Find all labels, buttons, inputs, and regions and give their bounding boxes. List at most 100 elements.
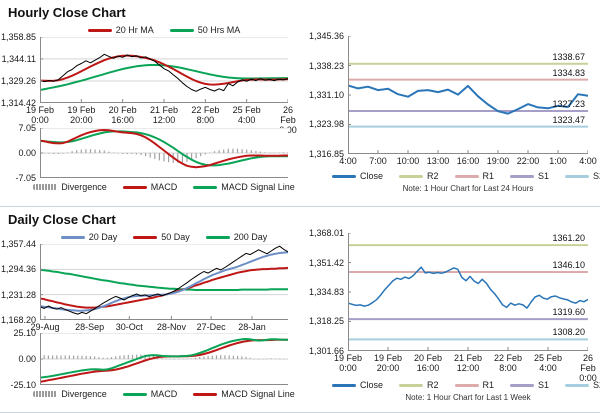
level-value-label-r2: 1361.20	[552, 233, 585, 244]
legend-item-macd-signal-line: MACD Signal Line	[193, 389, 295, 399]
line-swatch-icon	[398, 174, 423, 178]
y-tick-label: 1,334.83	[308, 287, 344, 297]
legend-label: Close	[359, 171, 383, 181]
legend-label: Close	[359, 380, 383, 390]
y-tick-label: -25.10	[10, 380, 36, 390]
hourly-sr-x-axis: 4:00 7:00 10:00 13:00 16:00 19:00 22:00 1:00 4:0…	[339, 154, 597, 167]
spacer	[300, 207, 600, 233]
line-swatch-icon	[133, 235, 158, 239]
line-swatch-icon	[193, 392, 218, 396]
legend-label: S2	[593, 171, 600, 181]
legend-item-r2: R2	[398, 380, 439, 390]
hourly-sr-panel: 1,345.36 1,338.23 1,331.10 1,323.98 1,316.85…	[300, 0, 600, 206]
daily-macd-chart	[39, 332, 289, 386]
line-swatch-icon	[122, 392, 147, 396]
legend-label: S1	[538, 171, 550, 181]
y-tick-label: 0.00	[18, 354, 36, 364]
legend-item-200-day: 200 Day	[205, 232, 268, 242]
y-tick-label: 1,314.42	[0, 98, 36, 108]
legend-item-s1: S1	[510, 380, 549, 390]
hourly-sr-chart-block: 1,345.36 1,338.23 1,331.10 1,323.98 1,316.85…	[300, 31, 600, 159]
legend-label: 50 Day	[161, 232, 190, 242]
daily-sr-chart: 1361.20 1346.10 1319.60 1308.20	[347, 232, 589, 352]
chart-canvas	[347, 35, 589, 155]
hourly-sr-legend: Close R2 R1 S1 S2	[331, 169, 600, 183]
line-swatch-icon	[454, 383, 479, 387]
hourly-macd-legend: Divergence MACD MACD Signal Line	[33, 180, 295, 194]
daily-sr-note: Note: 1 Hour Chart for Last 1 Week	[405, 393, 531, 402]
hourly-sr-y-axis: 1,345.36 1,338.23 1,331.10 1,323.98 1,316.85	[300, 31, 348, 159]
legend-item-50-day: 50 Day	[133, 232, 190, 242]
y-tick-label: 1,318.25	[308, 316, 344, 327]
legend-item-20-hr-ma: 20 Hr MA	[87, 25, 154, 35]
y-tick-label: 1,331.10	[308, 90, 344, 101]
daily-section: Daily Close Chart 20 Day 50 Day 200 Day 1,…	[0, 207, 600, 413]
legend-item-r1: R1	[454, 171, 495, 181]
x-tick-label: 19 Feb 0:00	[333, 353, 363, 373]
line-swatch-icon	[122, 185, 147, 189]
y-tick-label: 1,231.28	[0, 289, 36, 300]
y-tick-label: 1,329.26	[0, 75, 36, 86]
x-tick-label: 13:00	[426, 156, 450, 166]
line-swatch-icon	[510, 383, 535, 387]
daily-macd-y-axis: 25.10 0.00 -25.10	[0, 328, 40, 390]
legend-label: 20 Day	[88, 232, 118, 242]
x-tick-label: 21 Feb 12:00	[453, 353, 483, 373]
y-tick-label: 1,345.36	[308, 31, 344, 41]
chart-canvas	[39, 36, 289, 104]
daily-close-panel: Daily Close Chart 20 Day 50 Day 200 Day 1,…	[0, 207, 300, 412]
hourly-price-y-axis: 1,358.85 1,344.11 1,329.26 1,314.42	[0, 32, 40, 108]
daily-sr-chart-block: 1,368.01 1,351.42 1,334.83 1,318.25 1,301.66…	[300, 228, 600, 356]
line-swatch-icon	[205, 235, 230, 239]
x-tick-label: 4:00	[339, 156, 357, 166]
legend-label: 200 Day	[233, 232, 268, 242]
x-tick-label: 20 Feb 16:00	[108, 105, 137, 125]
y-tick-label: 1,357.44	[0, 239, 36, 249]
hourly-price-x-axis: 19 Feb 0:00 19 Feb 20:00 20 Feb 16:00 21 Fe…	[26, 103, 297, 135]
y-tick-label: 1,358.85	[0, 32, 36, 42]
y-tick-label: 0.00	[18, 148, 36, 158]
x-tick-label: 22:00	[516, 156, 540, 166]
x-tick-label: 19:00	[486, 156, 510, 166]
y-tick-label: 1,351.42	[308, 257, 344, 268]
x-tick-label: 19 Feb 20:00	[67, 105, 96, 125]
x-tick-label: 27-Dec	[196, 322, 226, 332]
legend-label: MACD Signal Line	[221, 389, 295, 399]
x-tick-label: 19 Feb 20:00	[373, 353, 403, 373]
x-tick-label: 4:00	[579, 156, 597, 166]
hourly-macd-chart	[39, 127, 289, 179]
legend-label: 50 Hrs MA	[197, 25, 241, 35]
level-value-label-r2: 1338.67	[552, 51, 585, 62]
y-tick-label: 1,168.20	[0, 315, 36, 325]
line-swatch-icon	[87, 28, 112, 32]
legend-label: MACD Signal Line	[221, 182, 295, 192]
level-value-label-s2: 1323.47	[552, 114, 585, 125]
legend-label: Divergence	[61, 389, 107, 399]
legend-item-20-day: 20 Day	[60, 232, 118, 242]
line-swatch-icon	[565, 383, 590, 387]
legend-label: S2	[593, 380, 600, 390]
daily-sr-y-axis: 1,368.01 1,351.42 1,334.83 1,318.25 1,301.66	[300, 228, 348, 356]
x-tick-label: 1:00	[549, 156, 567, 166]
x-tick-label: 16:00	[456, 156, 480, 166]
x-tick-label: 22 Feb 8:00	[493, 353, 523, 373]
y-tick-label: 1,344.11	[1, 53, 36, 64]
hourly-section: Hourly Close Chart 20 Hr MA 50 Hrs MA 1,3…	[0, 0, 600, 207]
x-tick-label: 25 Feb 4:00	[232, 105, 261, 125]
legend-label: S1	[538, 380, 550, 390]
hourly-sr-note: Note: 1 Hour Chart for Last 24 Hours	[402, 184, 534, 193]
daily-price-x-axis: 29-Aug 28-Sep 30-Oct 28-Nov 27-Dec 28-Jan	[30, 320, 288, 333]
legend-item-s2: S2	[565, 171, 600, 181]
legend-item-close: Close	[331, 380, 383, 390]
legend-item-50-hrs-ma: 50 Hrs MA	[169, 25, 241, 35]
x-tick-label: 29-Aug	[30, 322, 60, 332]
daily-chart-title: Daily Close Chart	[8, 212, 116, 227]
legend-item-macd-signal-line: MACD Signal Line	[193, 182, 295, 192]
level-value-label-s2: 1308.20	[552, 327, 585, 338]
legend-item-s1: S1	[510, 171, 549, 181]
hourly-chart-title: Hourly Close Chart	[8, 5, 126, 20]
line-swatch-icon	[193, 185, 218, 189]
legend-label: R1	[482, 380, 495, 390]
legend-label: R1	[482, 171, 495, 181]
